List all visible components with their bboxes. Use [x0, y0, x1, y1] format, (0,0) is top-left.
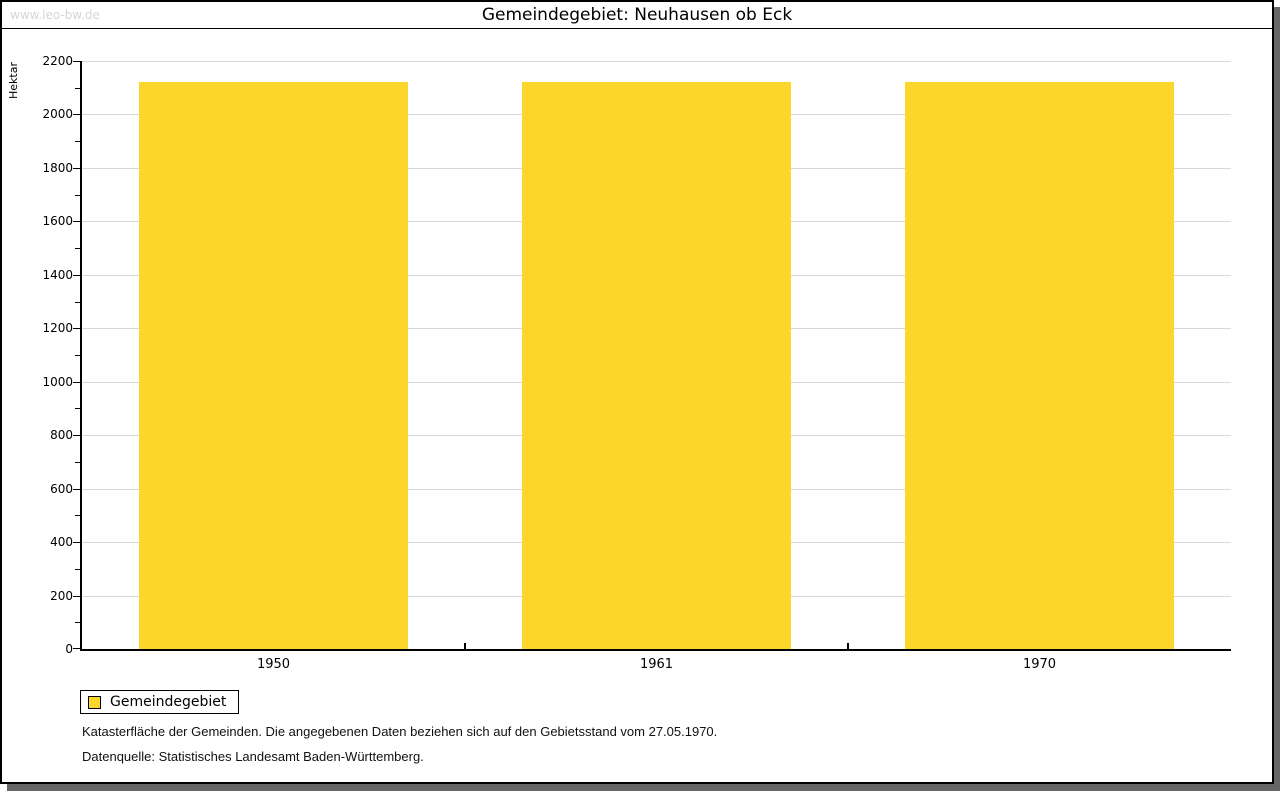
- y-axis-minor-tick: [75, 622, 80, 624]
- y-axis-tick: [73, 328, 80, 330]
- bar-1961: [522, 82, 791, 649]
- y-tick-label: 800: [50, 428, 73, 443]
- y-tick-label: 200: [50, 588, 73, 603]
- y-tick-label: 600: [50, 481, 73, 496]
- y-axis-tick: [73, 381, 80, 383]
- y-tick-label: 2200: [42, 54, 73, 68]
- y-axis-tick: [73, 167, 80, 169]
- y-axis-minor-tick: [75, 515, 80, 517]
- bar-1950: [139, 82, 408, 649]
- y-axis-tick: [73, 435, 80, 437]
- y-axis-tick: [73, 61, 80, 62]
- legend-swatch: [88, 695, 101, 709]
- legend: Gemeindegebiet: [80, 690, 240, 714]
- footnote-description: Katasterfläche der Gemeinden. Die angege…: [82, 724, 718, 739]
- page-title: Gemeindegebiet: Neuhausen ob Eck: [481, 5, 793, 25]
- y-tick-label: 1800: [42, 160, 73, 175]
- y-axis-tick: [73, 274, 80, 276]
- y-tick-label: 1200: [42, 321, 73, 336]
- x-axis-tick: [847, 643, 849, 649]
- y-axis-minor-tick: [75, 87, 80, 89]
- footnote-datasource: Datenquelle: Statistisches Landesamt Bad…: [82, 749, 424, 764]
- plot-area: 0 200 400 600 800 1000 1200 1400 1600 1800 2000 220…: [42, 54, 1231, 672]
- y-axis-tick: [73, 542, 80, 544]
- gridline: [82, 61, 1231, 62]
- y-axis-tick: [73, 221, 80, 223]
- watermark: www.leo-bw.de: [10, 8, 100, 22]
- legend-label: Gemeindegebiet: [110, 694, 227, 710]
- y-axis-minor-tick: [75, 461, 80, 463]
- y-axis-minor-tick: [75, 408, 80, 410]
- x-tick-label: 1970: [1022, 657, 1057, 672]
- y-axis-minor-tick: [75, 568, 80, 570]
- bar-1970: [905, 82, 1174, 649]
- y-axis-tick: [73, 114, 80, 116]
- y-axis-minor-tick: [75, 301, 80, 303]
- y-axis-minor-tick: [75, 194, 80, 196]
- y-axis-tick: [73, 488, 80, 490]
- x-tick-label: 1950: [256, 657, 291, 672]
- y-tick-label: 2000: [42, 107, 73, 122]
- y-axis-minor-tick: [75, 141, 80, 143]
- y-tick-label: 1600: [42, 214, 73, 229]
- y-axis-minor-tick: [75, 248, 80, 250]
- y-tick-label: 0: [65, 642, 73, 656]
- x-tick-label: 1961: [639, 657, 674, 672]
- y-axis-tick: [73, 648, 80, 649]
- y-tick-label: 1400: [42, 267, 73, 282]
- y-axis-tick: [73, 595, 80, 597]
- x-axis-tick: [464, 643, 466, 649]
- chart-header: www.leo-bw.de Gemeindegebiet: Neuhausen …: [2, 2, 1272, 29]
- y-tick-label: 1000: [42, 374, 73, 389]
- y-tick-label: 400: [50, 535, 73, 550]
- y-axis-minor-tick: [75, 355, 80, 356]
